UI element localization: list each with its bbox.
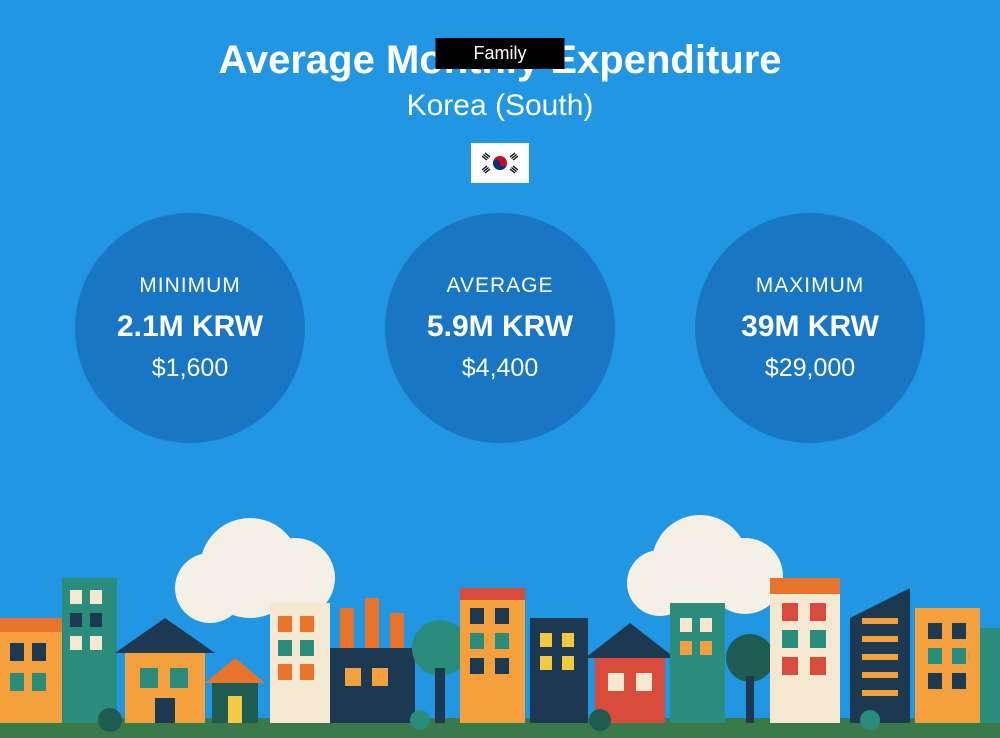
stat-value: 5.9M KRW: [427, 310, 573, 344]
korea-flag-icon: [471, 143, 529, 183]
stat-value: 2.1M KRW: [117, 310, 263, 344]
stat-usd: $1,600: [152, 354, 228, 383]
stat-label: MINIMUM: [139, 274, 240, 298]
stats-row: MINIMUM 2.1M KRW $1,600 AVERAGE 5.9M KRW…: [0, 213, 1000, 443]
city-illustration: [0, 508, 1000, 738]
stat-circle-maximum: MAXIMUM 39M KRW $29,000: [695, 213, 925, 443]
stat-usd: $4,400: [462, 354, 538, 383]
stat-circle-average: AVERAGE 5.9M KRW $4,400: [385, 213, 615, 443]
stat-label: MAXIMUM: [756, 274, 865, 298]
country-subtitle: Korea (South): [0, 89, 1000, 123]
category-badge: Family: [436, 38, 565, 69]
stat-circle-minimum: MINIMUM 2.1M KRW $1,600: [75, 213, 305, 443]
stat-usd: $29,000: [765, 354, 855, 383]
stat-value: 39M KRW: [741, 310, 879, 344]
stat-label: AVERAGE: [447, 274, 554, 298]
